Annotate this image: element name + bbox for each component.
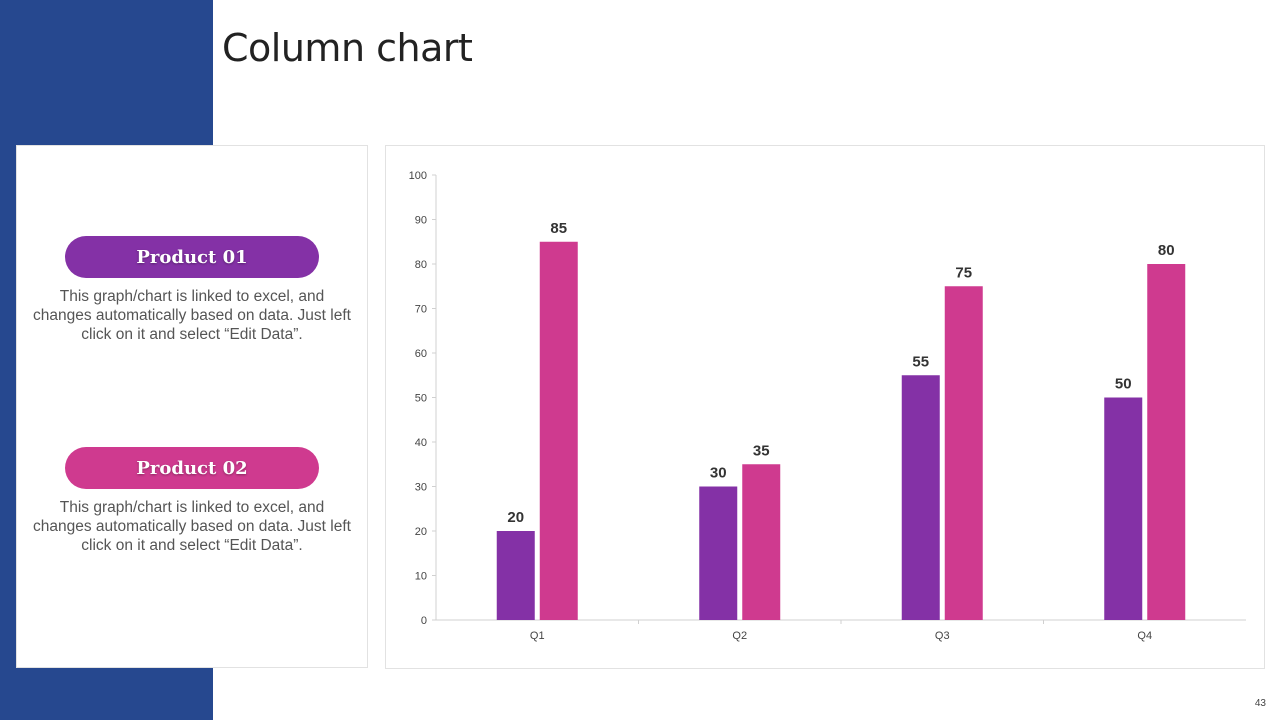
product-01-description: This graph/chart is linked to excel, and… <box>33 288 351 343</box>
product-02-description: This graph/chart is linked to excel, and… <box>33 499 351 554</box>
x-tick-label: Q3 <box>935 630 950 642</box>
slide-title: Column chart <box>222 26 473 70</box>
y-tick-label: 0 <box>421 615 427 627</box>
y-tick-label: 80 <box>415 259 427 271</box>
bar-series-2 <box>944 286 983 620</box>
bar-series-1 <box>699 486 738 620</box>
x-tick-label: Q1 <box>530 630 545 642</box>
y-tick-label: 50 <box>415 393 427 405</box>
y-tick-label: 40 <box>415 437 427 449</box>
x-tick-label: Q2 <box>732 630 747 642</box>
bar-series-1 <box>496 531 535 620</box>
y-tick-label: 90 <box>415 215 427 227</box>
product-description-card <box>16 145 368 668</box>
y-tick-label: 60 <box>415 348 427 360</box>
data-label: 85 <box>550 220 567 237</box>
product-02-pill: Product 02 <box>65 447 319 489</box>
bar-series-1 <box>1104 397 1143 620</box>
data-label: 75 <box>955 264 972 281</box>
bar-series-2 <box>742 464 781 620</box>
chart-card: 0 10 20 30 40 50 60 70 80 90 100 Q1 20 85 Q2 30 35 Q3 55 75… <box>385 145 1265 669</box>
page-number: 43 <box>1254 698 1266 709</box>
bar-series-2 <box>1147 264 1186 620</box>
bar-series-1 <box>901 375 940 620</box>
y-tick-label: 10 <box>415 571 427 583</box>
data-label: 50 <box>1115 376 1132 393</box>
data-label: 35 <box>753 442 770 459</box>
y-tick-label: 30 <box>415 482 427 494</box>
column-chart: 0 10 20 30 40 50 60 70 80 90 100 Q1 20 85 Q2 30 35 Q3 55 75… <box>409 170 1246 642</box>
y-tick-label: 70 <box>415 304 427 316</box>
y-tick-label: 100 <box>409 170 427 182</box>
y-tick-label: 20 <box>415 526 427 538</box>
data-label: 80 <box>1158 242 1175 259</box>
bar-series-2 <box>539 241 578 620</box>
data-label: 55 <box>912 353 929 370</box>
product-01-pill: Product 01 <box>65 236 319 278</box>
data-label: 30 <box>710 465 727 482</box>
data-label: 20 <box>507 509 524 526</box>
x-tick-label: Q4 <box>1137 630 1152 642</box>
